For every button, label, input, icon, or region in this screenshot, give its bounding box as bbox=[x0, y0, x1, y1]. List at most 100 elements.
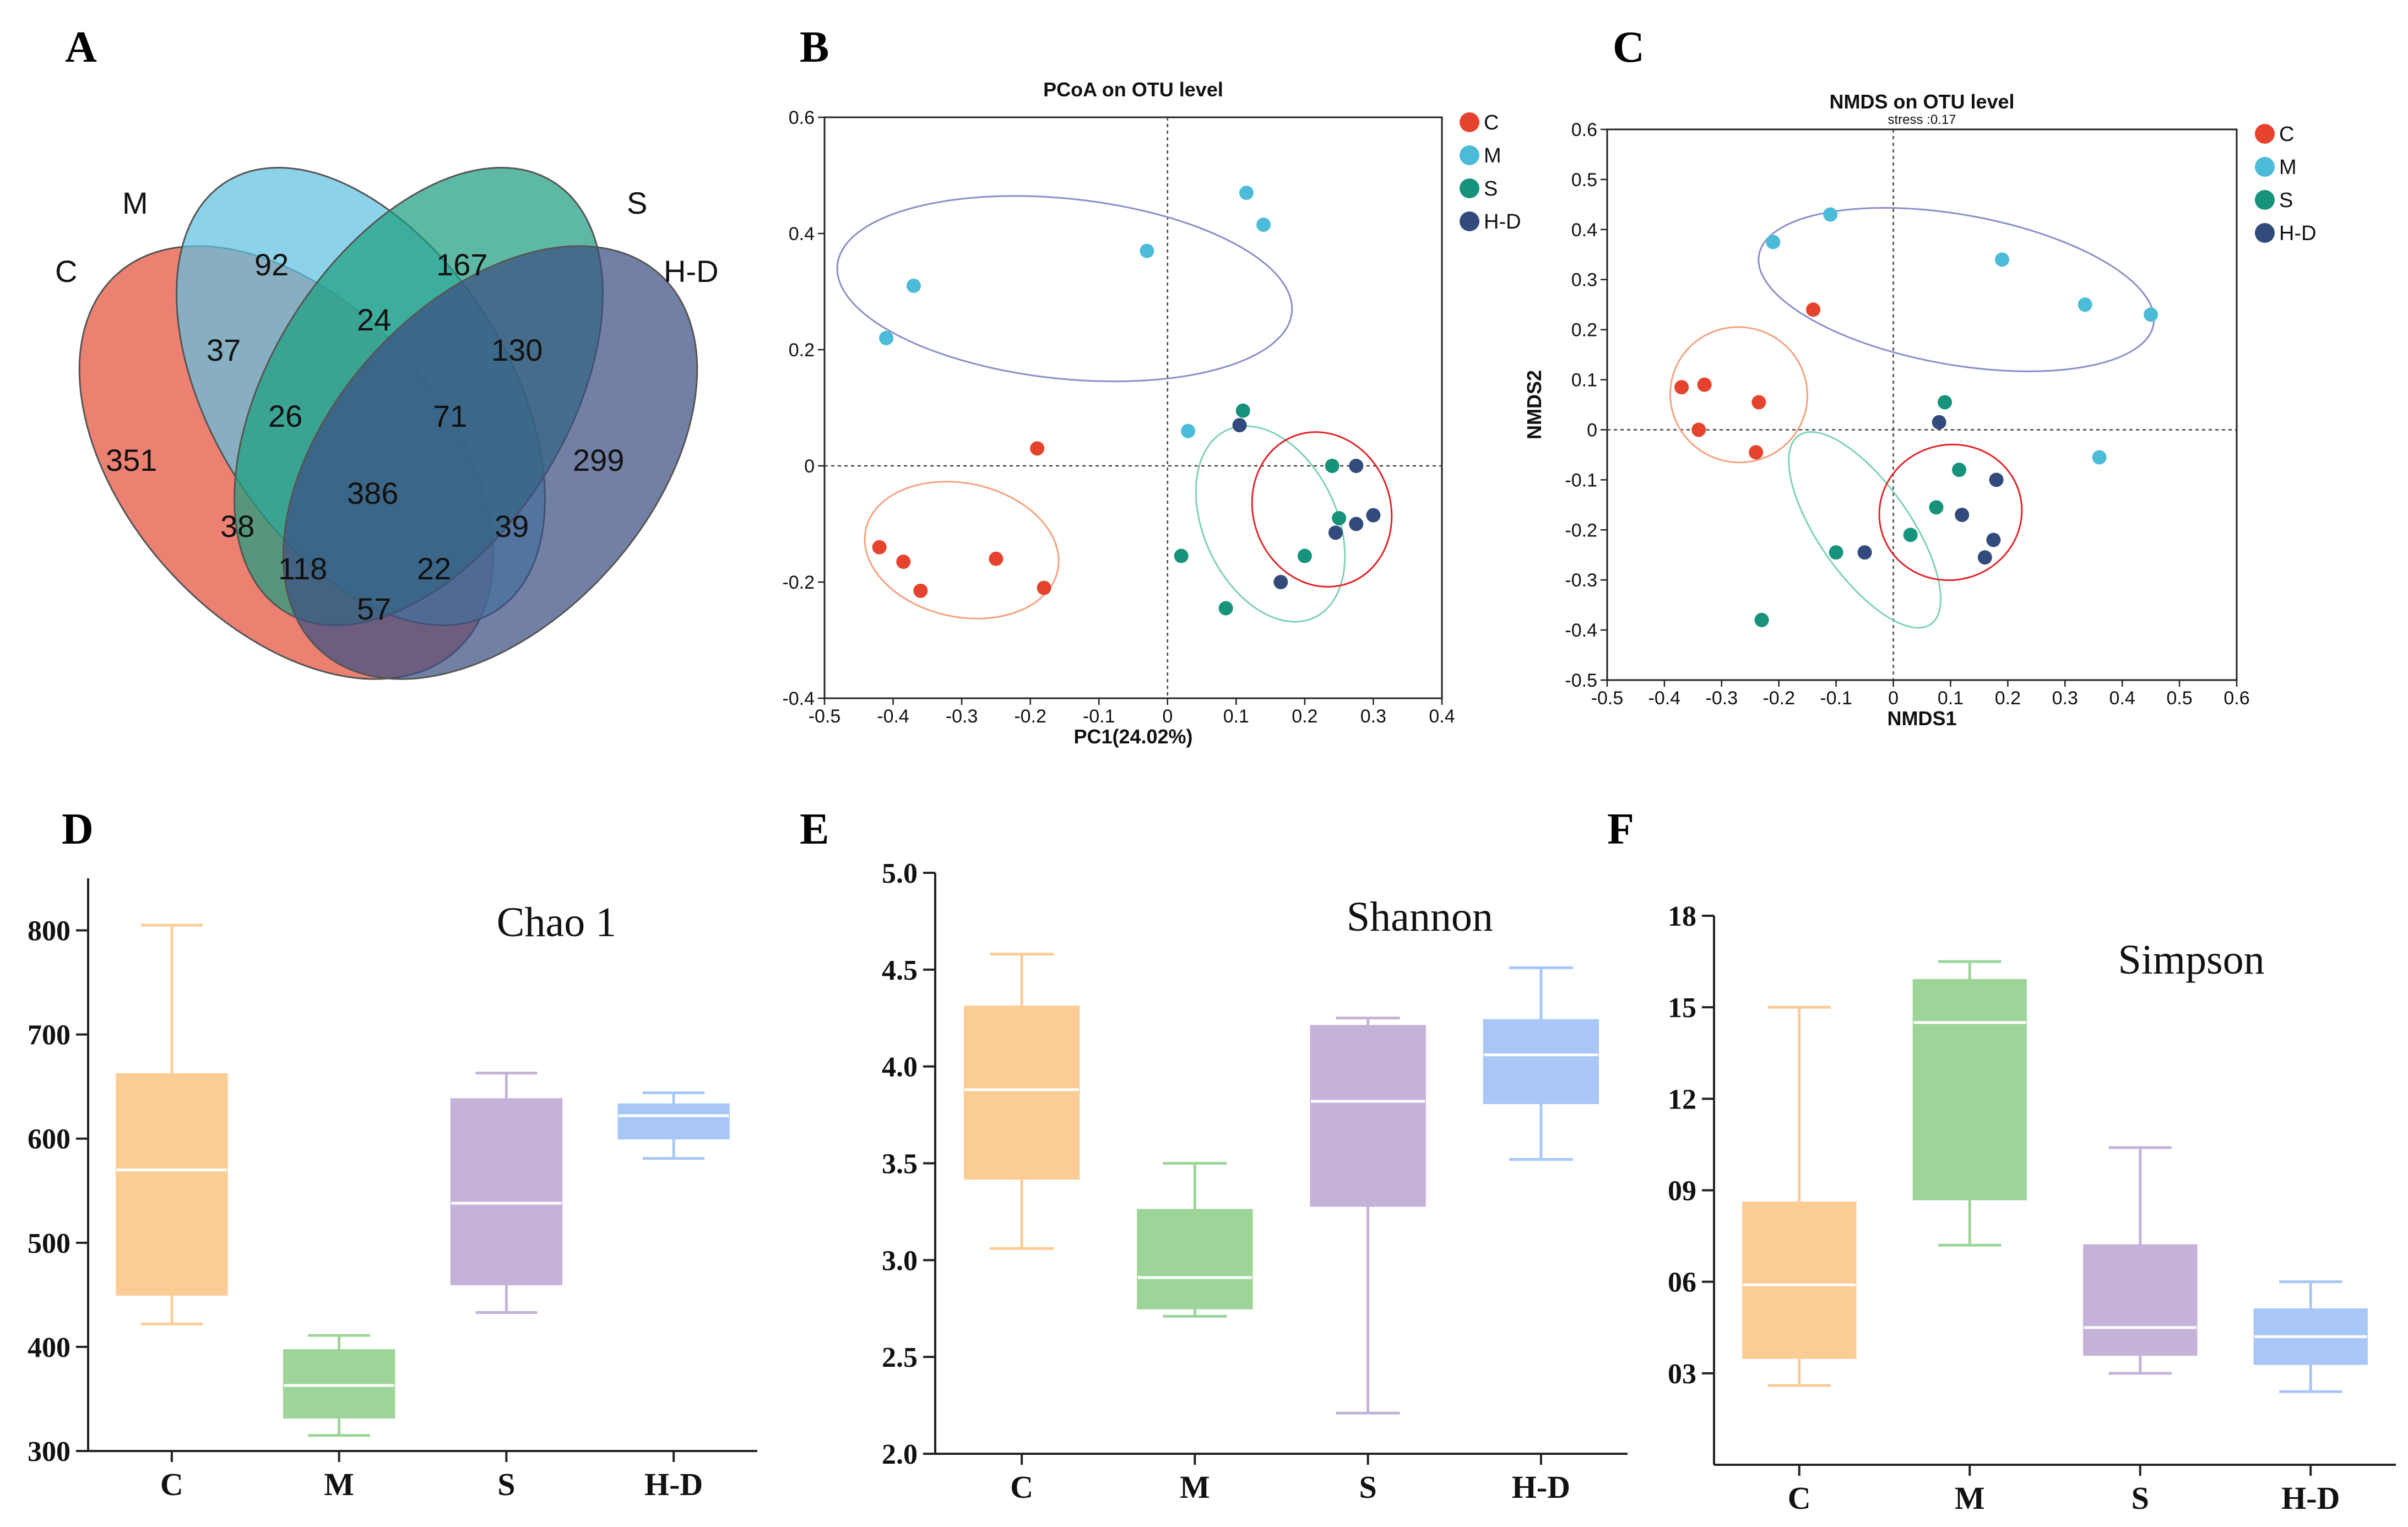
box-s bbox=[450, 1098, 563, 1285]
data-point-m bbox=[1823, 207, 1838, 222]
y-tick-label: 0.4 bbox=[789, 224, 815, 244]
data-point-m bbox=[879, 330, 894, 345]
x-tick-label: 0.1 bbox=[1938, 688, 1964, 709]
category-label-h-d: H-D bbox=[2281, 1480, 2340, 1516]
x-tick-label: 0.2 bbox=[1292, 706, 1317, 727]
x-tick-label: -0.5 bbox=[1591, 688, 1624, 709]
data-point-m bbox=[1239, 186, 1254, 200]
y-tick-label: 0.2 bbox=[1571, 320, 1597, 341]
plot-frame bbox=[823, 116, 1443, 699]
x-tick-label: 0.3 bbox=[1360, 706, 1386, 727]
data-point-c bbox=[989, 551, 1004, 566]
venn-region-s-only: 167 bbox=[436, 247, 487, 282]
venn-region-m-s: 24 bbox=[357, 302, 391, 337]
x-tick-label: 0.6 bbox=[2223, 688, 2249, 709]
data-point-m bbox=[1994, 252, 2009, 267]
x-tick-label: -0.5 bbox=[809, 706, 841, 727]
chart-subtitle: stress :0.17 bbox=[1888, 112, 1956, 127]
x-tick-label: 0.2 bbox=[1995, 688, 2021, 709]
y-tick-label: 300 bbox=[28, 1436, 70, 1468]
legend-label: M bbox=[2279, 156, 2297, 179]
data-point-h-d bbox=[1349, 517, 1364, 531]
y-tick-label: 600 bbox=[28, 1124, 70, 1155]
y-tick-label: 12 bbox=[1668, 1084, 1696, 1115]
data-point-h-d bbox=[1932, 415, 1946, 430]
y-tick-label: 2.0 bbox=[882, 1439, 918, 1470]
chart-title: Shannon bbox=[1347, 894, 1493, 940]
y-tick-label: 0.6 bbox=[789, 107, 815, 128]
x-tick-label: -0.1 bbox=[1083, 706, 1115, 727]
y-tick-label: 06 bbox=[1668, 1267, 1696, 1298]
y-tick-label: 3.5 bbox=[882, 1149, 918, 1180]
x-tick-label: -0.4 bbox=[877, 706, 909, 727]
x-tick-label: -0.3 bbox=[1706, 688, 1738, 709]
x-tick-label: -0.2 bbox=[1014, 706, 1046, 727]
venn-region-s-hd: 130 bbox=[491, 333, 543, 367]
y-tick-label: -0.3 bbox=[1565, 570, 1597, 591]
chart-title: Simpson bbox=[2118, 937, 2265, 983]
panel-letter-c: C bbox=[1613, 23, 1645, 72]
y-tick-label: 0.2 bbox=[789, 340, 815, 361]
legend-marker-c bbox=[2255, 124, 2275, 144]
venn-set-label-s: S bbox=[627, 186, 647, 220]
box-h-d bbox=[617, 1103, 730, 1140]
panel-letter-d: D bbox=[62, 805, 94, 854]
x-tick-label: -0.1 bbox=[1820, 688, 1852, 709]
legend-label: H-D bbox=[2279, 222, 2317, 245]
y-tick-label: 4.0 bbox=[882, 1052, 918, 1083]
data-point-s bbox=[1332, 510, 1347, 525]
data-point-h-d bbox=[1366, 508, 1381, 523]
venn-region-c-only: 351 bbox=[106, 443, 157, 477]
venn-region-c-m: 37 bbox=[207, 333, 241, 367]
venn-region-m-s-hd: 71 bbox=[433, 399, 467, 433]
x-tick-label: 0.5 bbox=[2166, 688, 2192, 709]
data-point-s bbox=[1297, 548, 1312, 563]
confidence-ellipse-s bbox=[1788, 431, 1942, 629]
y-tick-label: 4.5 bbox=[882, 955, 918, 986]
data-point-s bbox=[1174, 548, 1189, 563]
y-tick-label: 5.0 bbox=[882, 858, 918, 889]
venn-region-m-hd: 39 bbox=[495, 509, 529, 544]
y-tick-label: 0.5 bbox=[1571, 170, 1597, 191]
y-tick-label: 0 bbox=[1587, 420, 1597, 441]
y-tick-label: 0.6 bbox=[1571, 119, 1597, 140]
y-tick-label: 09 bbox=[1668, 1176, 1696, 1207]
legend-marker-c bbox=[1460, 112, 1479, 132]
plot-frame bbox=[1606, 128, 2238, 681]
x-axis-label: NMDS1 bbox=[1887, 707, 1956, 730]
venn-region-hd-only: 299 bbox=[573, 443, 624, 477]
data-point-c bbox=[1030, 441, 1045, 456]
data-point-c bbox=[896, 555, 911, 569]
y-tick-label: -0.1 bbox=[1565, 470, 1597, 491]
box-s bbox=[1310, 1025, 1426, 1207]
y-tick-label: 800 bbox=[28, 916, 70, 947]
y-tick-label: 0.3 bbox=[1571, 270, 1597, 291]
data-point-h-d bbox=[1857, 545, 1872, 560]
legend-label: S bbox=[1484, 177, 1498, 200]
category-label-c: C bbox=[1788, 1480, 1811, 1516]
y-tick-label: 3.0 bbox=[882, 1245, 918, 1276]
data-point-c bbox=[1697, 377, 1712, 392]
x-tick-label: -0.4 bbox=[1648, 688, 1681, 709]
data-point-c bbox=[1037, 580, 1051, 595]
x-tick-label: -0.2 bbox=[1762, 688, 1795, 709]
venn-set-label-m: M bbox=[122, 186, 148, 220]
legend-marker-h-d bbox=[2255, 223, 2275, 243]
box-s bbox=[2083, 1244, 2198, 1356]
data-point-m bbox=[1256, 218, 1271, 232]
data-point-c bbox=[872, 540, 887, 555]
data-point-m bbox=[1140, 243, 1154, 258]
x-tick-label: 0.4 bbox=[1429, 706, 1455, 727]
legend-marker-h-d bbox=[1460, 211, 1479, 231]
chao1-boxplot: 300 400 500 600 700 800 Chao 1 C M S H-D bbox=[28, 878, 757, 1502]
data-point-s bbox=[1325, 459, 1339, 473]
y-axis-label: NMDS2 bbox=[1523, 370, 1545, 439]
confidence-ellipse-s bbox=[1195, 425, 1346, 623]
category-label-s: S bbox=[2132, 1480, 2149, 1516]
panel-letter-e: E bbox=[800, 805, 829, 854]
y-tick-label: 400 bbox=[28, 1332, 70, 1363]
category-label-h-d: H-D bbox=[644, 1466, 703, 1502]
confidence-ellipse-h-d bbox=[1878, 443, 2023, 582]
venn-set-label-c: C bbox=[55, 254, 77, 289]
y-tick-label: -0.2 bbox=[1565, 520, 1597, 541]
